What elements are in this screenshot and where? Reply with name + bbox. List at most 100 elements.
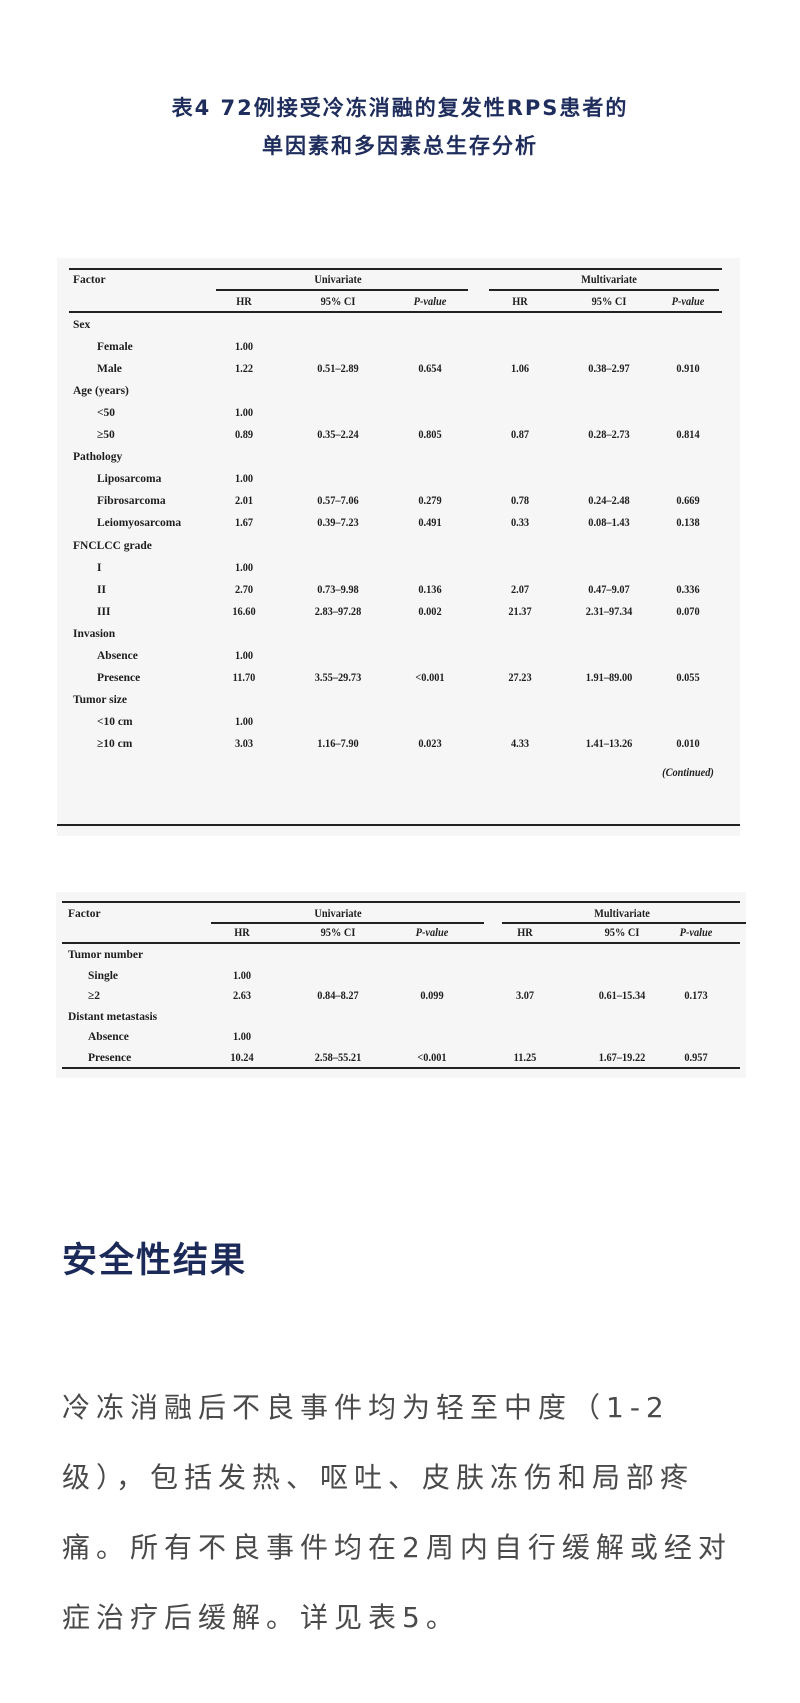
table-row: Absence 1.00 bbox=[57, 649, 740, 663]
row-cell: 0.010 bbox=[676, 737, 700, 750]
row-cell: 0.28–2.73 bbox=[588, 429, 630, 442]
column-header: 95% CI bbox=[604, 927, 640, 939]
row-cell: 1.91–89.00 bbox=[585, 671, 633, 684]
row-cell: 0.51–2.89 bbox=[317, 363, 359, 376]
table-4-part-2: Factor Univariate Multivariate HR 95% CI P-va… bbox=[56, 892, 746, 1078]
row-cell: 0.138 bbox=[676, 517, 700, 530]
univariate-rule bbox=[211, 922, 484, 924]
table-row: <50 1.00 bbox=[57, 406, 740, 420]
row-factor: Presence bbox=[97, 671, 141, 684]
table-row: Pathology bbox=[57, 450, 740, 464]
row-cell: 4.33 bbox=[510, 737, 530, 750]
column-header: 95% CI bbox=[320, 927, 356, 939]
table-row: Age (years) bbox=[57, 384, 740, 398]
table-row: <10 cm 1.00 bbox=[57, 715, 740, 729]
row-cell: 0.491 bbox=[418, 517, 442, 530]
table-row: ≥10 cm 3.03 1.16–7.90 0.023 4.33 1.41–13.26 0.… bbox=[57, 737, 740, 751]
column-header: HR bbox=[234, 927, 250, 939]
row-cell: 0.61–15.34 bbox=[598, 990, 646, 1003]
row-cell: 0.47–9.07 bbox=[588, 583, 630, 596]
table-row: ≥50 0.89 0.35–2.24 0.805 0.87 0.28–2.73 0.814 bbox=[57, 428, 740, 442]
row-cell: 1.67 bbox=[234, 517, 254, 530]
table-row: Female 1.00 bbox=[57, 340, 740, 354]
table-row: ≥2 2.63 0.84–8.27 0.099 3.07 0.61–15.34 0.173 bbox=[56, 989, 746, 1003]
row-factor: Fibrosarcoma bbox=[97, 495, 166, 508]
row-cell: 2.31–97.34 bbox=[585, 605, 633, 618]
row-cell: 0.814 bbox=[676, 429, 700, 442]
row-cell: 0.89 bbox=[234, 429, 254, 442]
table-4-part-1: Factor Univariate Multivariate HR 95% CI P-va… bbox=[57, 258, 740, 836]
column-header: 95% CI bbox=[320, 296, 356, 308]
row-cell: 16.60 bbox=[232, 605, 256, 618]
row-factor: Leiomyosarcoma bbox=[97, 517, 182, 530]
row-cell: 0.39–7.23 bbox=[317, 517, 359, 530]
row-group-label: Sex bbox=[73, 319, 91, 331]
row-cell: 11.70 bbox=[232, 671, 256, 684]
column-header: 95% CI bbox=[591, 296, 627, 308]
table-row: Fibrosarcoma 2.01 0.57–7.06 0.279 0.78 0.24–2… bbox=[57, 494, 740, 508]
row-factor: <50 bbox=[97, 407, 116, 420]
row-cell: 1.00 bbox=[234, 473, 254, 486]
row-cell: 0.57–7.06 bbox=[317, 495, 359, 508]
row-cell: 1.00 bbox=[232, 969, 252, 982]
row-cell: 0.805 bbox=[418, 429, 442, 442]
row-group-label: Tumor size bbox=[73, 693, 127, 706]
row-cell: 1.67–19.22 bbox=[598, 1052, 646, 1064]
header-rule bbox=[69, 311, 722, 313]
row-factor: Female bbox=[97, 341, 133, 354]
row-group-label: Tumor number bbox=[68, 949, 144, 961]
table-row: Tumor size bbox=[57, 693, 740, 707]
row-group-label: FNCLCC grade bbox=[73, 539, 152, 552]
row-cell: 1.22 bbox=[234, 363, 254, 376]
header-rule bbox=[62, 942, 740, 944]
row-cell: 3.07 bbox=[515, 990, 535, 1003]
row-cell: 10.24 bbox=[230, 1052, 254, 1064]
row-cell: 0.002 bbox=[418, 605, 442, 618]
multivariate-rule bbox=[502, 922, 746, 924]
section-paragraph: 冷冻消融后不良事件均为轻至中度（1-2级），包括发热、呕吐、皮肤冻伤和局部疼痛。… bbox=[62, 1391, 732, 1634]
row-cell: 0.055 bbox=[676, 671, 700, 684]
table-row: Sex bbox=[57, 318, 740, 332]
row-cell: 0.910 bbox=[676, 363, 700, 376]
row-factor: II bbox=[97, 583, 106, 596]
table-row: Distant metastasis bbox=[56, 1010, 746, 1024]
continued-note: (Continued) bbox=[662, 767, 714, 779]
row-cell: 0.279 bbox=[418, 495, 442, 508]
row-cell: 2.58–55.21 bbox=[314, 1052, 362, 1064]
row-factor: <10 cm bbox=[97, 715, 133, 728]
row-cell: 2.83–97.28 bbox=[314, 605, 362, 618]
header-factor: Factor bbox=[73, 274, 106, 286]
univariate-rule bbox=[216, 289, 468, 291]
row-cell: 1.00 bbox=[234, 341, 254, 354]
row-cell: 0.73–9.98 bbox=[317, 583, 359, 596]
column-header: P-value bbox=[671, 296, 705, 308]
table-row: Presence 11.70 3.55–29.73 <0.001 27.23 1.91–8… bbox=[57, 671, 740, 685]
row-factor: ≥2 bbox=[88, 990, 101, 1003]
row-cell: 0.38–2.97 bbox=[588, 363, 630, 376]
table-row: II 2.70 0.73–9.98 0.136 2.07 0.47–9.07 0.336 bbox=[57, 583, 740, 597]
table-title-line-1: 表4 72例接受冷冻消融的复发性RPS患者的 bbox=[171, 96, 629, 120]
row-cell: 0.099 bbox=[420, 990, 444, 1003]
row-group-label: Pathology bbox=[73, 451, 123, 464]
row-factor: I bbox=[97, 561, 102, 574]
header-univariate: Univariate bbox=[314, 274, 362, 286]
row-cell: 1.00 bbox=[234, 407, 254, 420]
column-header: HR bbox=[512, 296, 528, 308]
row-group-label: Invasion bbox=[73, 627, 116, 640]
row-cell: 3.03 bbox=[234, 737, 254, 750]
row-cell: 27.23 bbox=[508, 671, 532, 684]
table-row: Tumor number bbox=[56, 948, 746, 962]
row-cell: 0.33 bbox=[510, 517, 530, 530]
row-cell: 0.173 bbox=[684, 990, 708, 1003]
column-header: P-value bbox=[413, 296, 447, 308]
row-cell: 0.87 bbox=[510, 429, 530, 442]
row-group-label: Distant metastasis bbox=[68, 1010, 158, 1023]
table-row: Invasion bbox=[57, 627, 740, 641]
row-factor: Liposarcoma bbox=[97, 473, 162, 486]
row-cell: 1.16–7.90 bbox=[317, 737, 359, 750]
row-cell: 0.08–1.43 bbox=[588, 517, 630, 530]
row-factor: Absence bbox=[88, 1031, 129, 1044]
row-group-label: Age (years) bbox=[73, 385, 129, 398]
table-row: FNCLCC grade bbox=[57, 539, 740, 553]
section-heading: 安全性结果 bbox=[62, 1241, 248, 1281]
